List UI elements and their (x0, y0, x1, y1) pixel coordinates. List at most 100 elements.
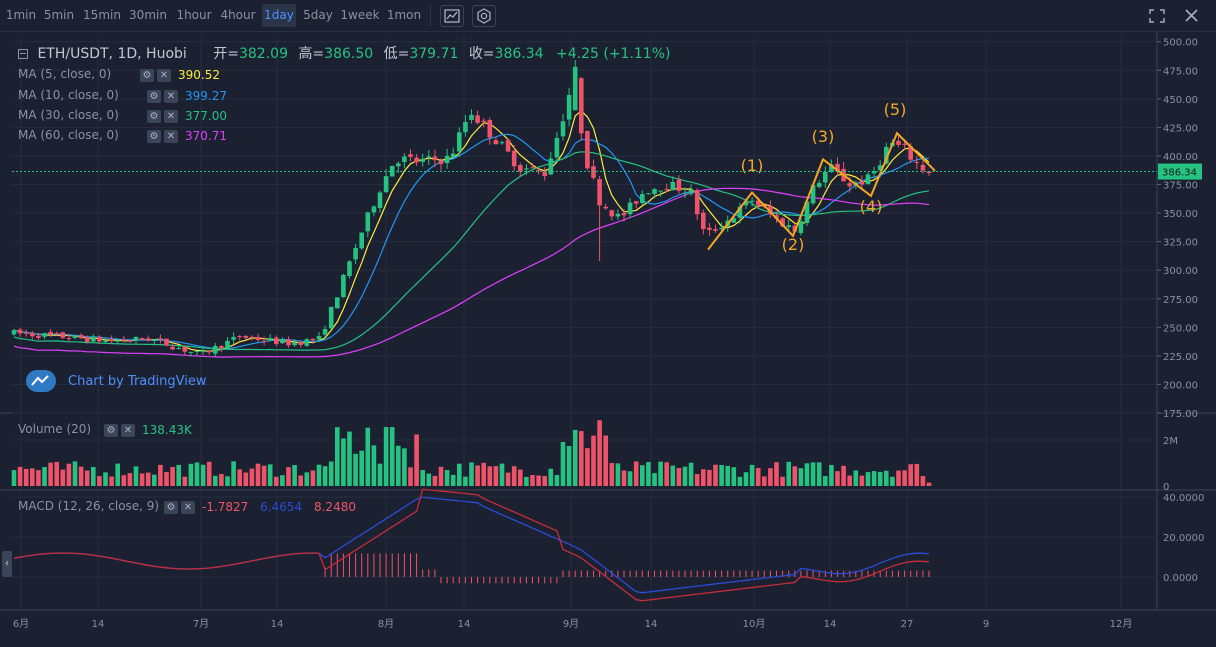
tf-1week[interactable]: 1week (340, 8, 380, 22)
candle-body (450, 153, 456, 158)
tf-30min[interactable]: 30min (129, 8, 167, 22)
candle-body (658, 190, 663, 192)
settings-icon[interactable]: ⚙ (104, 423, 118, 437)
settings-icon[interactable]: ⚙ (140, 68, 154, 82)
candle-body (371, 206, 377, 213)
macd-label: MACD (12, 26, close, 9) (18, 499, 160, 513)
tf-1mon[interactable]: 1mon (386, 8, 422, 22)
candle-body (914, 161, 920, 163)
price-tick-label: 225.00 (1163, 352, 1198, 363)
collapse-icon[interactable] (18, 49, 28, 59)
price-tick-label: 300.00 (1163, 266, 1198, 277)
close-icon (1185, 9, 1198, 22)
close-icon[interactable]: ✕ (157, 68, 171, 82)
candle-body (438, 160, 444, 165)
volume-bar (884, 470, 889, 486)
candle-body (487, 119, 493, 138)
volume-bar (152, 474, 157, 486)
candle-body (524, 168, 529, 170)
candle-body (694, 189, 700, 215)
close-icon[interactable]: ✕ (121, 423, 135, 437)
open-value: 382.09 (238, 46, 288, 62)
close-icon[interactable]: ✕ (164, 129, 178, 143)
volume-bar (829, 464, 834, 486)
ma5-line (13, 110, 930, 353)
time-tick-label: 27 (901, 619, 914, 630)
tf-5day[interactable]: 5day (303, 8, 333, 22)
tf-5min[interactable]: 5min (43, 8, 75, 22)
candle-body (359, 232, 364, 249)
price-tick-label: 475.00 (1163, 66, 1198, 77)
volume-bar (267, 464, 273, 486)
volume-bar (36, 470, 41, 486)
settings-icon[interactable]: ⚙ (164, 500, 178, 514)
volume-bar (261, 465, 267, 486)
volume-bar (383, 427, 389, 486)
candle-body (640, 194, 645, 204)
high-label: 高= (298, 46, 325, 62)
volume-bar (206, 461, 212, 486)
volume-bar (591, 435, 596, 486)
tf-1day[interactable]: 1day (262, 4, 296, 27)
candle-body (548, 158, 554, 175)
tf-1hour[interactable]: 1hour (176, 8, 212, 22)
volume-bar (499, 463, 505, 486)
volume-bar (54, 461, 59, 486)
settings-icon[interactable]: ⚙ (147, 89, 161, 103)
volume-bar (877, 471, 883, 486)
volume-bar (414, 434, 419, 486)
candle-body (896, 140, 901, 145)
fullscreen-button[interactable] (1146, 6, 1168, 26)
candle-body (823, 171, 828, 183)
volume-bar (890, 476, 895, 486)
chart-area[interactable]: (1) (2) (3) (4) (5) 500.00 475.00 450.00 425.00… (0, 32, 1216, 647)
settings-icon[interactable]: ⚙ (147, 109, 161, 123)
volume-bar (438, 466, 444, 486)
macd-legend: MACD (12, 26, close, 9) ⚙ ✕ -1.7827 6.4654 … (18, 499, 356, 514)
volume-bar (646, 462, 651, 486)
volume-bar (48, 462, 53, 486)
candle-body (444, 155, 450, 164)
volume-bar (304, 472, 310, 486)
volume-bar (664, 462, 669, 486)
close-button[interactable] (1181, 6, 1203, 26)
candle-body (646, 193, 651, 195)
candle-body (780, 218, 785, 227)
settings-icon (477, 8, 491, 24)
candle-body (908, 146, 913, 160)
tf-1min[interactable]: 1min (5, 8, 37, 22)
candle-body (627, 202, 633, 215)
tradingview-watermark[interactable]: Chart by TradingView (26, 368, 206, 394)
scroll-left-handle[interactable]: ‹ (2, 551, 12, 577)
tf-4hour[interactable]: 4hour (220, 8, 256, 22)
settings-icon[interactable]: ⚙ (147, 129, 161, 143)
volume-bar (182, 476, 188, 486)
volume-bar (688, 462, 694, 486)
candle-body (91, 336, 96, 342)
price-chart-svg[interactable]: (1) (2) (3) (4) (5) 500.00 475.00 450.00 425.00… (0, 32, 1216, 647)
close-icon[interactable]: ✕ (164, 109, 178, 123)
volume-bar (633, 461, 639, 486)
wave-label: (4) (860, 197, 883, 216)
volume-bar (66, 463, 72, 486)
candle-body (164, 338, 169, 346)
volume-bar (377, 463, 383, 486)
low-value: 379.71 (409, 46, 459, 62)
macd-hist-value: -1.7827 (202, 499, 249, 514)
last-price-label: 386.34 (1162, 168, 1197, 179)
close-icon[interactable]: ✕ (181, 500, 195, 514)
volume-bar (188, 463, 194, 486)
candle-body (633, 201, 639, 204)
tf-15min[interactable]: 15min (83, 8, 121, 22)
candle-body (60, 332, 66, 338)
volume-bar (536, 475, 541, 486)
close-value: 386.34 (494, 46, 544, 62)
close-icon[interactable]: ✕ (164, 89, 178, 103)
time-tick-label: 10月 (743, 618, 766, 630)
chart-type-button[interactable] (440, 5, 464, 27)
volume-bar (749, 464, 755, 486)
settings-button[interactable] (472, 5, 496, 27)
macd-pane (13, 488, 930, 602)
candle-body (170, 346, 175, 350)
price-tick-label: 175.00 (1163, 409, 1198, 420)
